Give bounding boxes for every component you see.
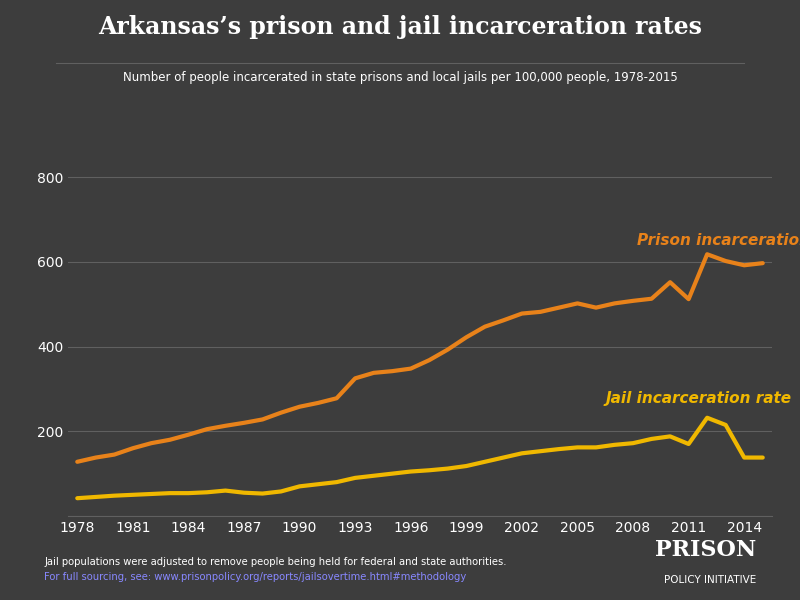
Text: Jail populations were adjusted to remove people being held for federal and state: Jail populations were adjusted to remove… — [44, 557, 506, 567]
Text: For full sourcing, see: www.prisonpolicy.org/reports/jailsovertime.html#methodol: For full sourcing, see: www.prisonpolicy… — [44, 572, 466, 582]
Text: Prison incarceration rate: Prison incarceration rate — [637, 233, 800, 248]
Text: Number of people incarcerated in state prisons and local jails per 100,000 peopl: Number of people incarcerated in state p… — [122, 71, 678, 84]
Text: PRISON: PRISON — [654, 539, 756, 561]
Text: Jail incarceration rate: Jail incarceration rate — [606, 391, 791, 406]
Text: Arkansas’s prison and jail incarceration rates: Arkansas’s prison and jail incarceration… — [98, 15, 702, 39]
Text: POLICY INITIATIVE: POLICY INITIATIVE — [664, 575, 756, 585]
